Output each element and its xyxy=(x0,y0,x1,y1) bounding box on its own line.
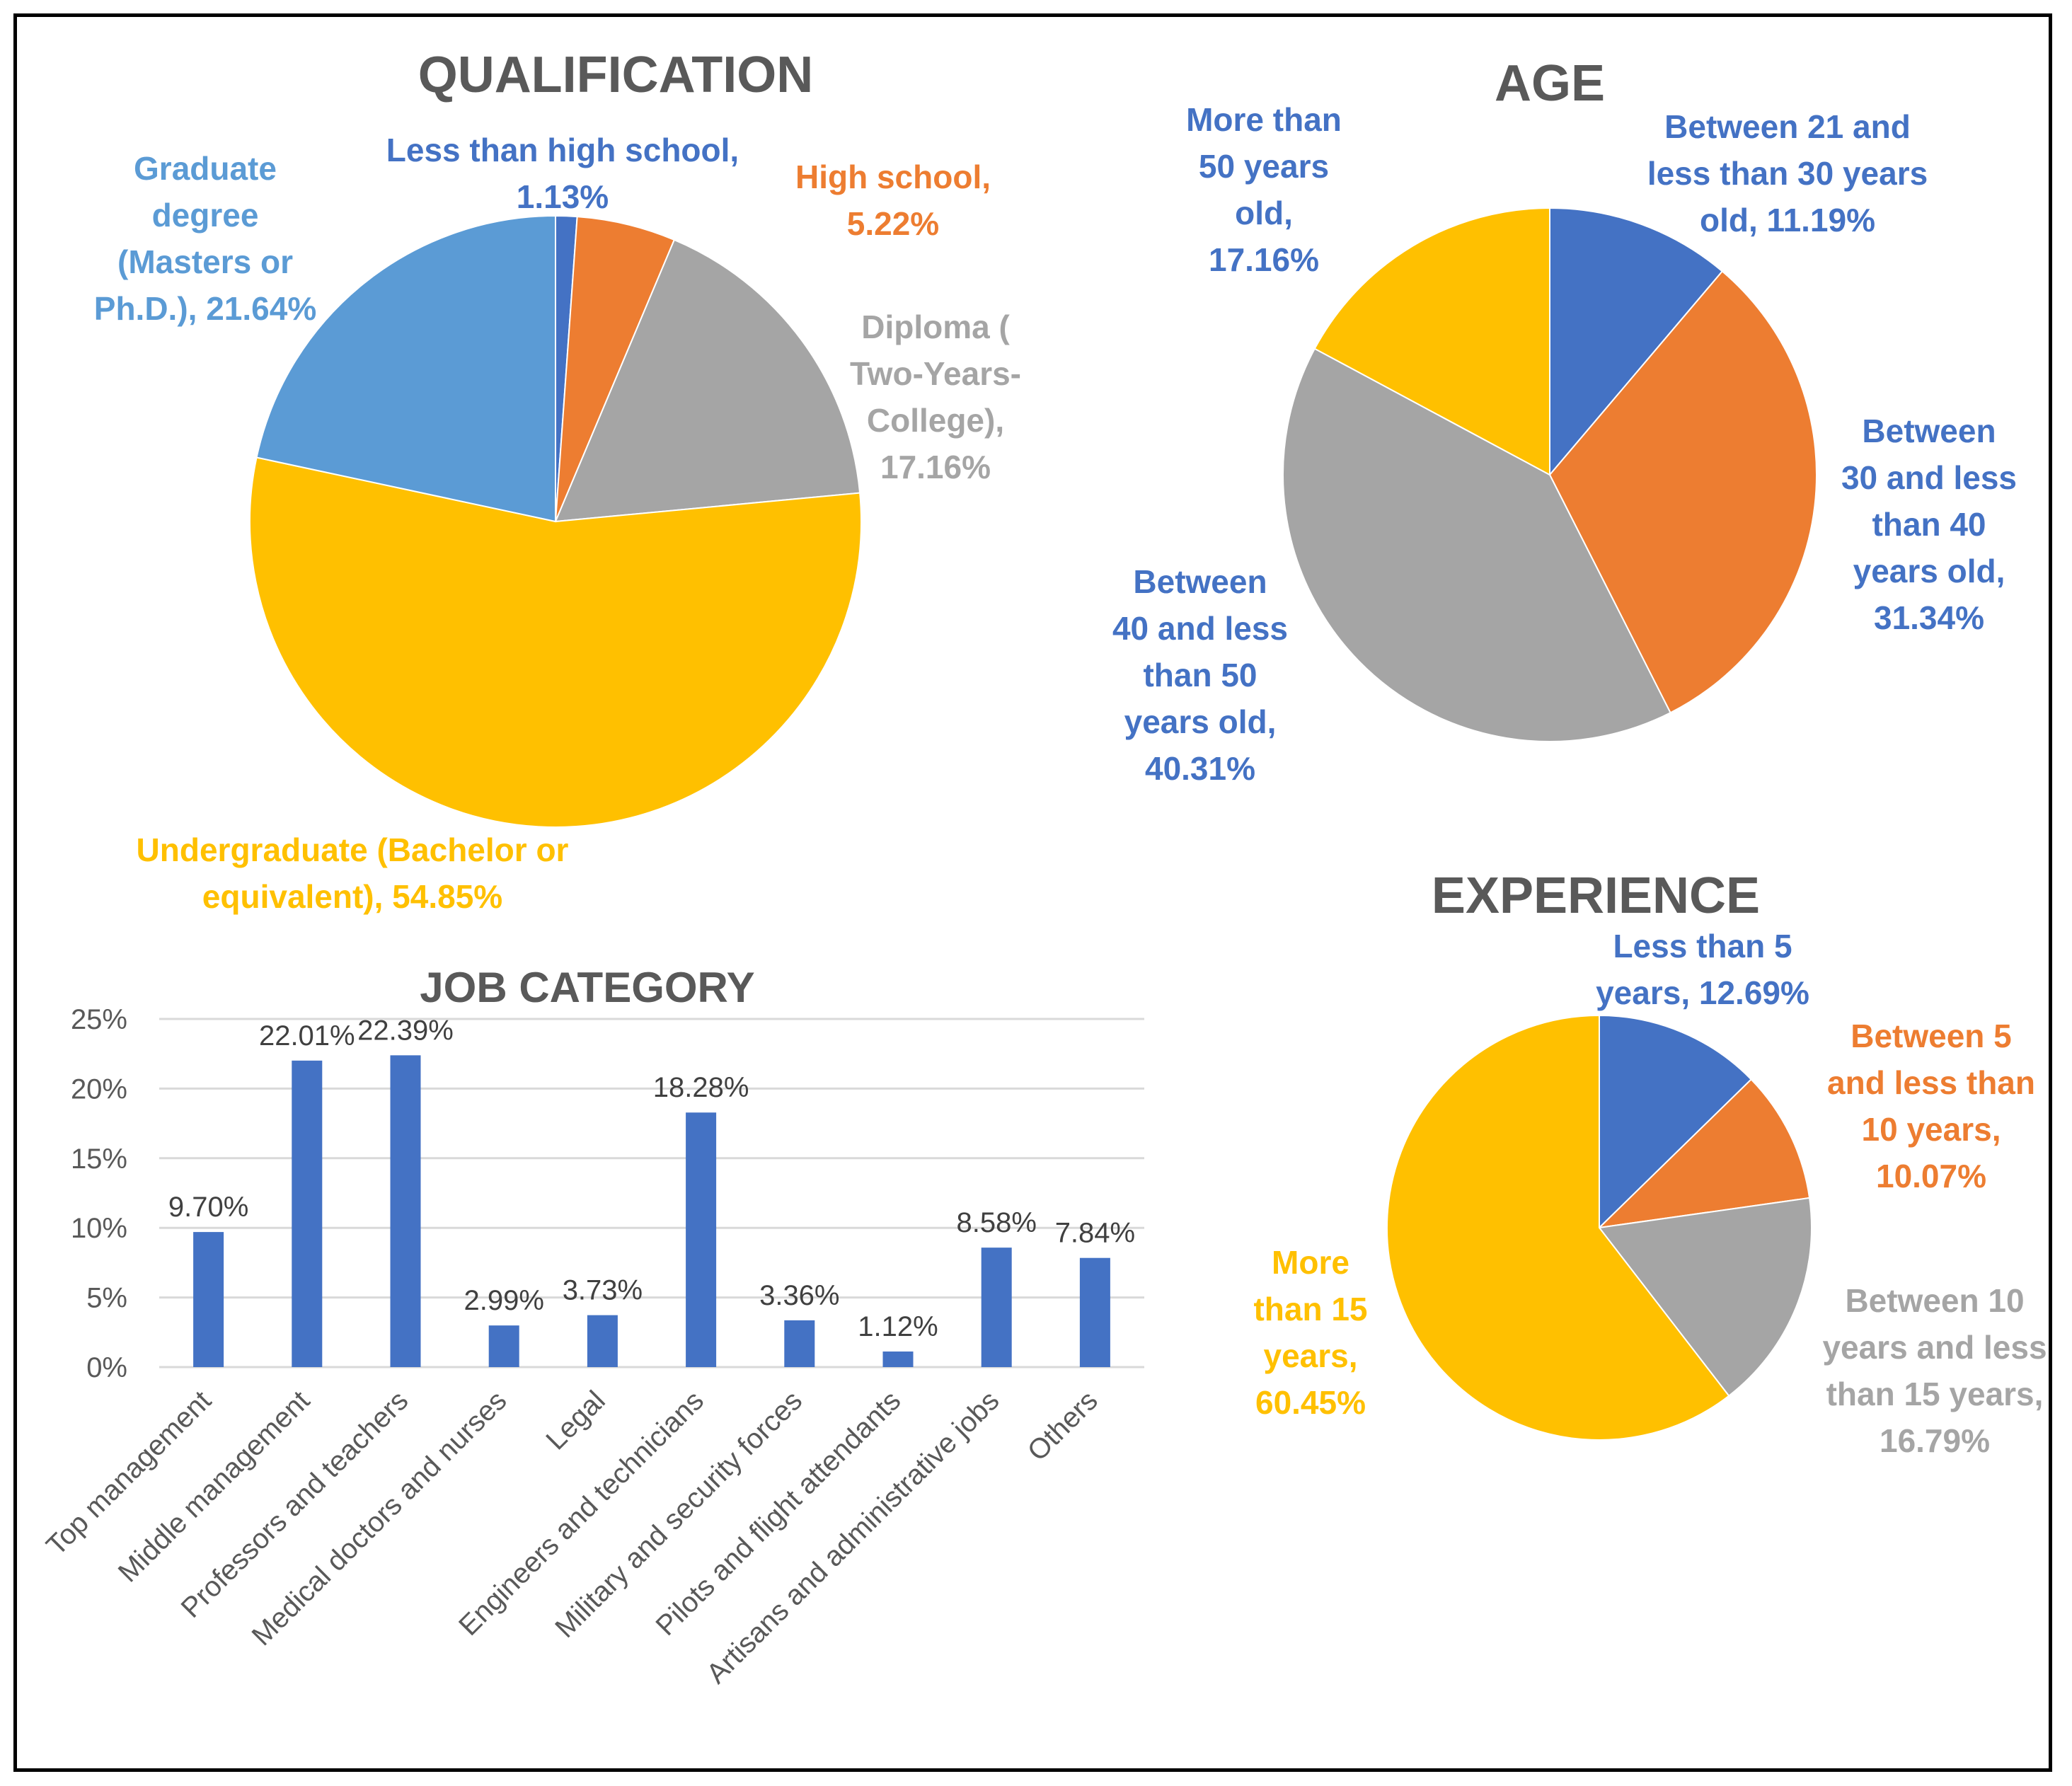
bar-8 xyxy=(882,1351,914,1367)
bar-value-label: 8.58% xyxy=(956,1207,1036,1238)
qualification-label-3: Diploma (Two-Years-College), 17.16% xyxy=(850,309,1021,485)
y-tick-label: 20% xyxy=(71,1073,127,1105)
experience-label-2: Between 5 and less than 10 years, 10.07% xyxy=(1827,1018,2035,1194)
bar-7 xyxy=(784,1320,815,1367)
pie-data-labels: Less than high school, 1.13% High school, 5… xyxy=(94,101,2047,1459)
bar-1 xyxy=(193,1232,224,1367)
bar-3 xyxy=(390,1055,421,1367)
bar-9 xyxy=(981,1248,1012,1367)
bar-value-label: 7.84% xyxy=(1055,1218,1135,1249)
bar-value-label: 22.39% xyxy=(357,1015,454,1046)
age-slice-2 xyxy=(1548,270,1817,714)
bar-5 xyxy=(587,1315,618,1367)
y-tick-label: 25% xyxy=(71,1004,127,1035)
experience-pie xyxy=(1386,1014,1812,1441)
qualification-label-4: Undergraduate (Bachelor or equivalent), 5… xyxy=(137,831,569,915)
bar-value-label: 1.12% xyxy=(858,1311,938,1342)
bar-6 xyxy=(686,1112,717,1367)
qualification-title: QUALIFICATION xyxy=(418,47,814,103)
x-category-label: Top management xyxy=(40,1385,217,1562)
bar-2 xyxy=(292,1060,323,1367)
age-slice-4 xyxy=(1313,207,1550,476)
qualification-slice-2 xyxy=(555,216,676,522)
bar-value-label: 22.01% xyxy=(259,1020,355,1052)
bar-value-label: 2.99% xyxy=(464,1285,543,1316)
y-tick-label: 0% xyxy=(86,1352,127,1383)
experience-slice-4 xyxy=(1386,1014,1730,1441)
job-category-title: JOB CATEGORY xyxy=(420,964,754,1011)
age-pie xyxy=(1282,207,1817,742)
age-label-2: Between 30 and less than 40 years old, 31.34… xyxy=(1841,413,2017,636)
bar-value-label: 9.70% xyxy=(168,1192,248,1223)
experience-label-1: Less than 5 years, 12.69% xyxy=(1596,928,1809,1011)
qualification-label-1: Less than high school, 1.13% xyxy=(386,132,739,215)
qualification-label-5: Graduate degree (Masters or Ph.D.), 21.64% xyxy=(94,150,316,327)
qualification-slice-3 xyxy=(554,238,861,523)
x-category-label: Legal xyxy=(540,1385,611,1456)
qualification-slice-5 xyxy=(255,214,556,523)
age-title: AGE xyxy=(1495,55,1605,112)
bar-value-label: 3.73% xyxy=(563,1275,643,1306)
age-label-1: Between 21 and less than 30 years old, 11.… xyxy=(1647,108,1928,238)
qualification-slice-4 xyxy=(249,456,862,828)
y-tick-label: 15% xyxy=(71,1143,127,1175)
age-slice-3 xyxy=(1282,347,1671,742)
bar-value-label: 3.36% xyxy=(759,1280,839,1311)
bar-4 xyxy=(488,1325,519,1367)
y-tick-label: 10% xyxy=(71,1213,127,1244)
y-tick-label: 5% xyxy=(86,1283,127,1314)
experience-slice-2 xyxy=(1597,1078,1811,1229)
qualification-pie xyxy=(249,214,862,828)
experience-label-3: Between 10 years and less than 15 years, 16… xyxy=(1822,1282,2047,1459)
age-slice-1 xyxy=(1549,207,1724,477)
qualification-label-2: High school, 5.22% xyxy=(795,159,991,242)
x-category-label: Middle management xyxy=(113,1385,316,1588)
job-category-bar-chart: 0% 5% 10% 15% 20% 25% 9.70% Top management 22.01… xyxy=(40,1004,1144,1690)
experience-label-4: More than 15 years, 60.45% xyxy=(1253,1244,1367,1421)
age-label-4: More than 50 years old, 17.16% xyxy=(1186,101,1342,278)
experience-slice-3 xyxy=(1598,1197,1812,1398)
x-category-label: Others xyxy=(1022,1385,1104,1467)
bar-value-label: 18.28% xyxy=(653,1072,749,1103)
experience-title: EXPERIENCE xyxy=(1432,868,1760,924)
experience-slice-1 xyxy=(1599,1014,1753,1230)
bar-10 xyxy=(1079,1257,1110,1367)
age-label-3: Between 40 and less than 50 years old, 40.31… xyxy=(1112,563,1288,787)
